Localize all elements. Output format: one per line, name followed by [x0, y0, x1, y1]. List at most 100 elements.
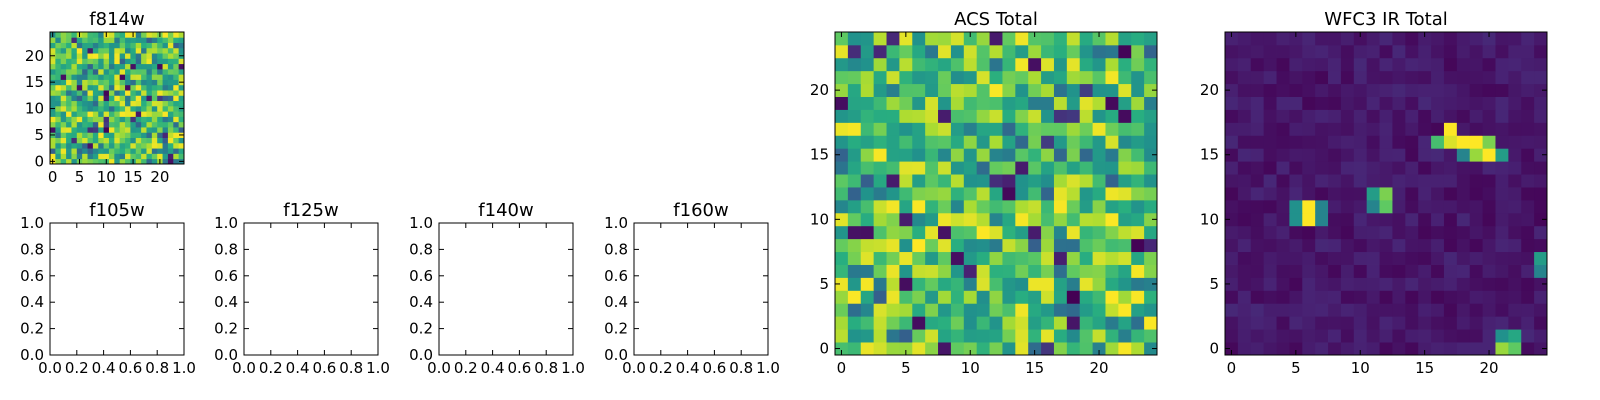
heatmap-cell [1495, 316, 1509, 330]
heatmap-cell [963, 148, 978, 162]
heatmap-cell [989, 342, 1003, 356]
heatmap-cell [1289, 44, 1303, 59]
heatmap-cell [860, 264, 875, 278]
heatmap-cell [76, 132, 83, 138]
x-tick-label: 0.0 [232, 359, 256, 377]
heatmap-cell [1418, 212, 1432, 227]
heatmap-cell [60, 32, 67, 38]
x-tick-label: 20 [150, 168, 169, 186]
heatmap-cell [976, 122, 990, 136]
heatmap-cell [66, 42, 72, 49]
heatmap-cell [1443, 83, 1458, 97]
heatmap-cell [82, 111, 88, 117]
heatmap-cell [167, 121, 174, 128]
heatmap-cell [1225, 225, 1239, 240]
heatmap-cell [1418, 303, 1432, 317]
heatmap-cell [963, 329, 978, 343]
heatmap-cell [1418, 225, 1432, 240]
heatmap-cell [125, 132, 131, 138]
y-tick-label: 20 [1200, 81, 1219, 99]
heatmap-cell [1079, 342, 1093, 356]
heatmap-cell [1392, 316, 1406, 330]
heatmap-cell [1328, 342, 1342, 356]
x-tick-label: 0.0 [622, 359, 646, 377]
heatmap-cell [1405, 32, 1419, 46]
heatmap-cell [886, 264, 900, 278]
heatmap-cell [976, 96, 990, 110]
heatmap-cell [114, 100, 121, 107]
heatmap-cell [1534, 238, 1548, 253]
heatmap-cell [1353, 329, 1368, 343]
x-tick-label: 0.8 [534, 359, 558, 377]
heatmap-cell [1105, 109, 1119, 123]
heatmap-cell [1276, 264, 1290, 278]
heatmap-cell [1482, 83, 1496, 97]
heatmap-cell [1002, 277, 1016, 291]
heatmap-cell [1276, 238, 1290, 253]
heatmap-cell [114, 37, 121, 43]
heatmap-cell [835, 70, 849, 85]
y-tick-label: 0.0 [214, 346, 238, 364]
heatmap-cell [1315, 329, 1329, 343]
heatmap-cell [50, 47, 56, 54]
heatmap-cell [98, 79, 104, 86]
heatmap-cell [1144, 303, 1158, 317]
heatmap-cell [1469, 122, 1483, 136]
heatmap-cell [1353, 109, 1368, 123]
heatmap-cell [1015, 135, 1029, 149]
heatmap-cell [178, 32, 185, 38]
heatmap-cell [976, 238, 990, 253]
heatmap-cell [1041, 199, 1055, 214]
heatmap-cell [146, 68, 153, 75]
heatmap-cell [1431, 277, 1445, 291]
heatmap-cell [1456, 96, 1471, 110]
heatmap-cell [1353, 122, 1368, 136]
heatmap-cell [1105, 57, 1119, 72]
heatmap-cell [76, 84, 83, 91]
heatmap-cell [103, 116, 110, 123]
heatmap-cell [1263, 57, 1277, 72]
heatmap-cell [1366, 44, 1380, 59]
heatmap-cell [1263, 329, 1277, 343]
heatmap-cell [1225, 161, 1239, 175]
heatmap-cell [87, 84, 94, 91]
heatmap-cell [989, 251, 1003, 265]
heatmap-cell [989, 135, 1003, 149]
heatmap-cell [1105, 238, 1119, 253]
heatmap-cell [912, 44, 926, 59]
heatmap-cell [87, 42, 94, 49]
heatmap-cell [1418, 70, 1432, 85]
heatmap-cell [1250, 122, 1265, 136]
heatmap-cell [167, 58, 174, 65]
heatmap-cell [1289, 225, 1303, 240]
heatmap-cell [141, 127, 147, 133]
heatmap-cell [1328, 238, 1342, 253]
heatmap-cell [1315, 109, 1329, 123]
heatmap-cell [1225, 251, 1239, 265]
heatmap-cell [50, 121, 56, 128]
heatmap-cell [178, 47, 185, 54]
heatmap-cell [108, 153, 115, 160]
heatmap-cell [860, 96, 875, 110]
heatmap-cell [66, 121, 72, 128]
heatmap-cell [1482, 70, 1496, 85]
heatmap-cell [1289, 96, 1303, 110]
heatmap-cell [125, 58, 131, 65]
heatmap-cell [1225, 135, 1239, 149]
heatmap-cell [167, 148, 174, 154]
heatmap-cell [108, 32, 115, 38]
heatmap-cell [1002, 32, 1016, 46]
heatmap-cell [873, 316, 887, 330]
heatmap-cell [50, 84, 56, 91]
heatmap-cell [50, 74, 56, 80]
heatmap-cell [1405, 316, 1419, 330]
heatmap-cell [1443, 290, 1458, 304]
heatmap-cell [1079, 83, 1093, 97]
heatmap-cell [1443, 264, 1458, 278]
heatmap-cell [938, 109, 952, 123]
heatmap-cell [1392, 32, 1406, 46]
heatmap-cell [860, 161, 875, 175]
heatmap-cell [135, 142, 142, 149]
heatmap-cell [103, 127, 110, 133]
heatmap-cell [1418, 187, 1432, 201]
